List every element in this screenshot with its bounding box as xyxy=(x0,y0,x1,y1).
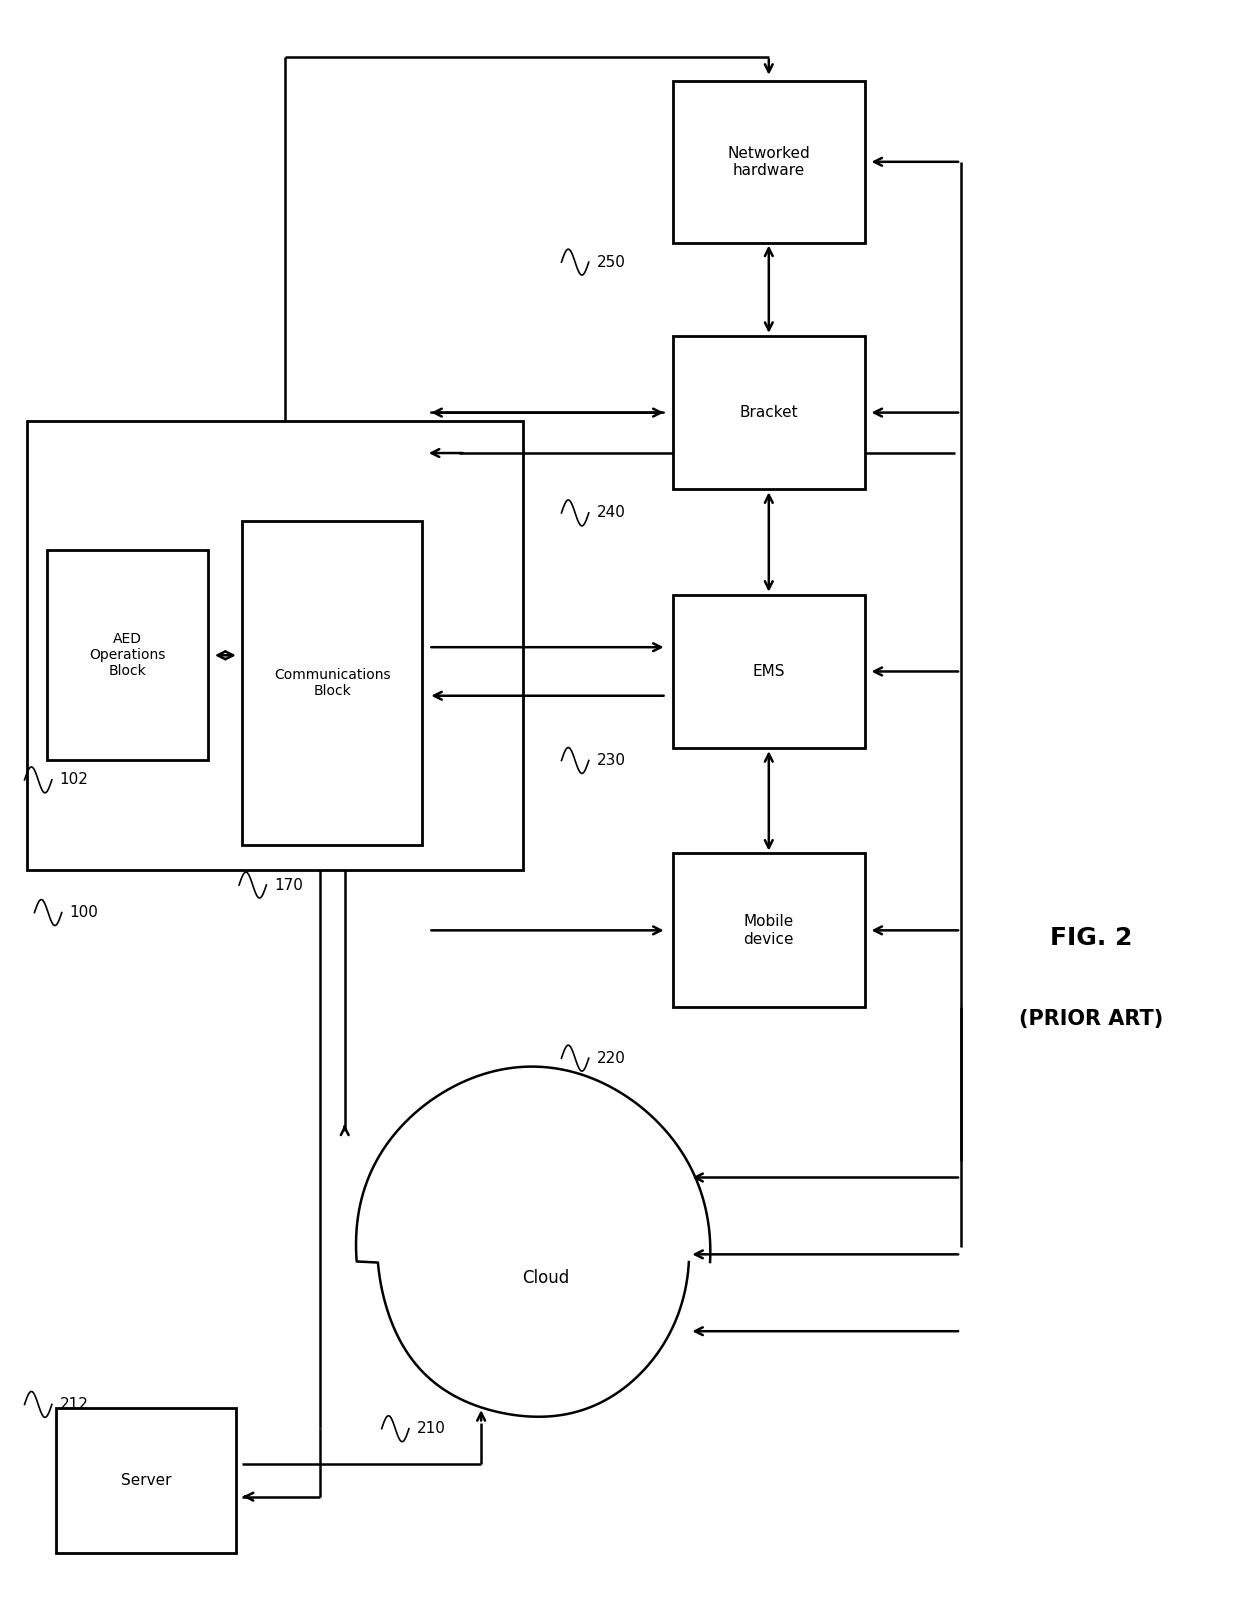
Bar xyxy=(672,854,866,1006)
Text: 210: 210 xyxy=(417,1421,445,1437)
Bar xyxy=(27,421,523,870)
Bar xyxy=(672,81,866,243)
Bar xyxy=(47,550,208,760)
Bar xyxy=(672,337,866,489)
Text: (PRIOR ART): (PRIOR ART) xyxy=(1019,1010,1163,1029)
Text: Communications
Block: Communications Block xyxy=(274,668,391,697)
Text: 240: 240 xyxy=(596,505,625,521)
Text: 100: 100 xyxy=(69,904,98,921)
Text: Bracket: Bracket xyxy=(739,404,799,421)
Bar xyxy=(57,1408,237,1553)
Text: 230: 230 xyxy=(596,752,625,769)
Text: AED
Operations
Block: AED Operations Block xyxy=(89,633,166,678)
Polygon shape xyxy=(356,1066,711,1417)
Text: 102: 102 xyxy=(60,772,88,788)
Text: 212: 212 xyxy=(60,1396,88,1413)
Text: Mobile
device: Mobile device xyxy=(744,914,794,947)
Text: Cloud: Cloud xyxy=(522,1269,569,1288)
Text: Server: Server xyxy=(122,1472,171,1489)
Text: EMS: EMS xyxy=(753,663,785,680)
Text: 250: 250 xyxy=(596,254,625,270)
Text: FIG. 2: FIG. 2 xyxy=(1050,927,1132,950)
Bar xyxy=(243,521,422,845)
Bar xyxy=(672,595,866,748)
Text: 170: 170 xyxy=(274,877,303,893)
Text: 220: 220 xyxy=(596,1050,625,1066)
Text: Networked
hardware: Networked hardware xyxy=(728,146,810,178)
